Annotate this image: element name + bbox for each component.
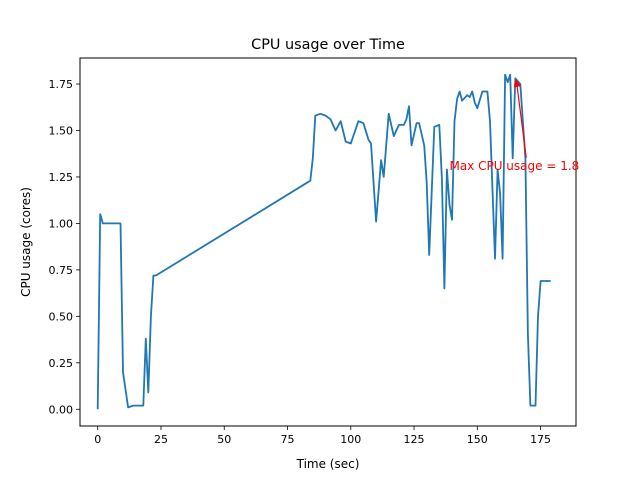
plot-area: 0 25 50 75 100 125 150 175 0.00 0.25 0.50 0.75 1.00…	[49, 57, 579, 446]
x-axis-ticks: 0 25 50 75 100 125 150 175	[94, 426, 551, 446]
x-tick-label: 25	[154, 433, 168, 446]
series-line-cpu-usage	[96, 73, 551, 410]
annotation-max-cpu: Max CPU usage = 1.8	[449, 159, 579, 173]
x-tick-label: 50	[217, 433, 231, 446]
y-tick-label: 1.25	[49, 171, 74, 184]
x-tick-label: 150	[467, 433, 488, 446]
x-tick-label: 75	[281, 433, 295, 446]
y-axis-ticks: 0.00 0.25 0.50 0.75 1.00 1.25 1.50 1.75	[49, 78, 80, 416]
x-tick-label: 100	[340, 433, 361, 446]
axes-frame	[79, 57, 577, 427]
annotation-layer: Max CPU usage = 1.8	[449, 78, 579, 173]
chart-title: CPU usage over Time	[251, 37, 405, 53]
y-tick-label: 0.50	[49, 310, 74, 323]
y-tick-label: 1.75	[49, 78, 74, 91]
y-tick-label: 1.50	[49, 124, 74, 137]
x-tick-label: 0	[94, 433, 101, 446]
y-axis-label: CPU usage (cores)	[19, 187, 33, 297]
series-layer	[96, 73, 551, 410]
y-tick-label: 1.00	[49, 217, 74, 230]
x-tick-label: 175	[530, 433, 551, 446]
y-tick-label: 0.25	[49, 357, 74, 370]
y-tick-label: 0.75	[49, 264, 74, 277]
annotation-arrow	[513, 78, 527, 158]
y-tick-label: 0.00	[49, 403, 74, 416]
x-tick-label: 125	[404, 433, 425, 446]
x-axis-label: Time (sec)	[296, 457, 360, 471]
